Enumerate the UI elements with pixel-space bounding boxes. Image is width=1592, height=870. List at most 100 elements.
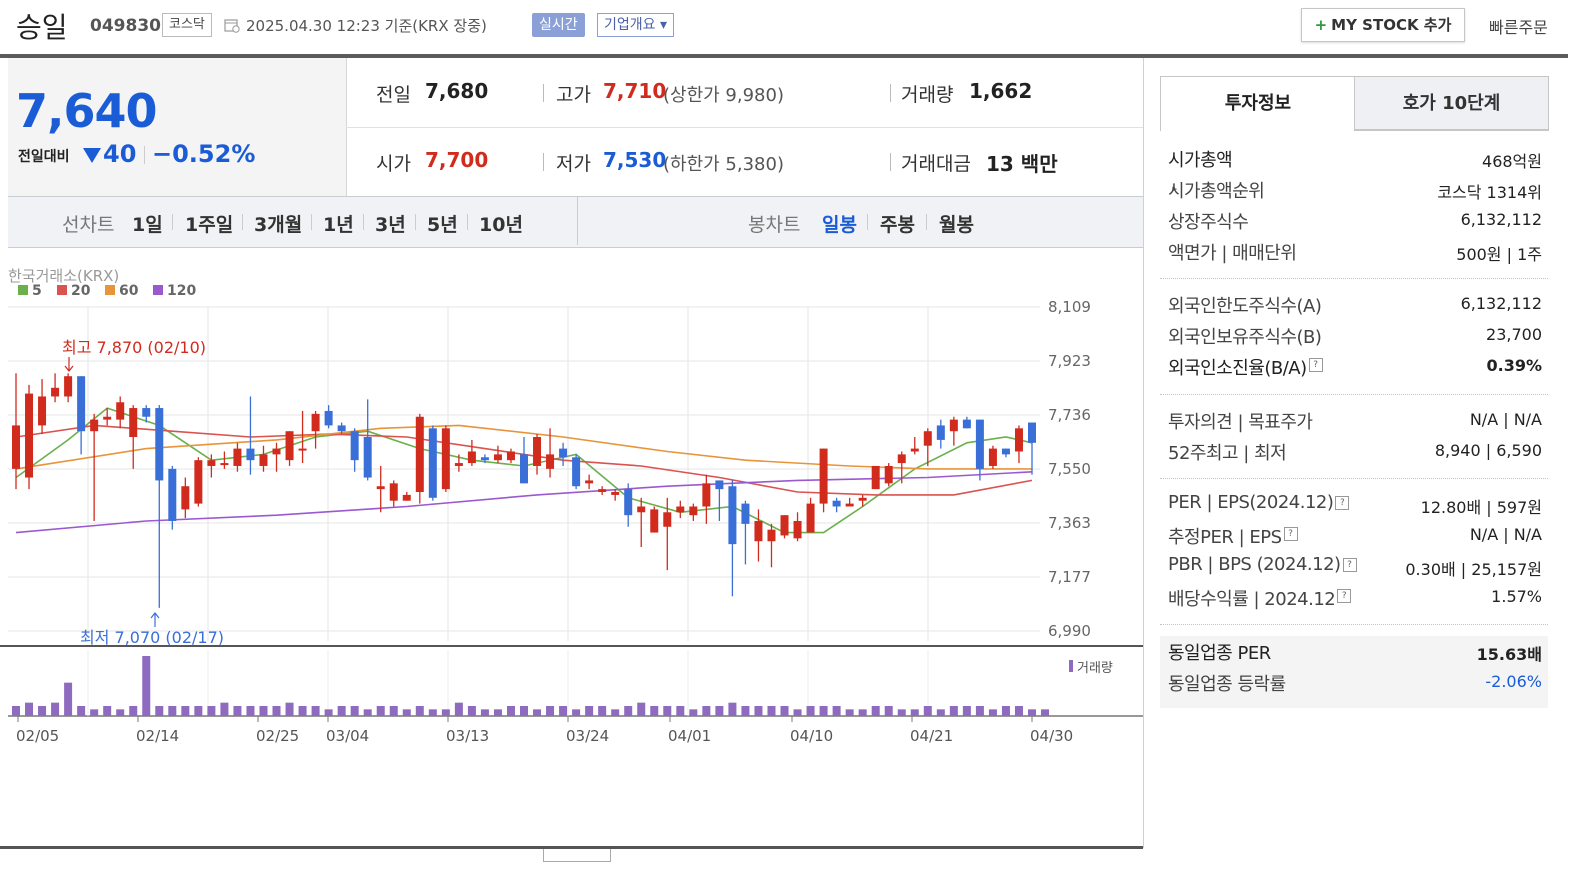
info-row[interactable]: PBR | BPS (2024.12) 0.30배 | 25,157원? — [1168, 554, 1542, 582]
x-tick-label: 02/14 — [136, 727, 179, 745]
divider — [926, 214, 927, 230]
volume-bar — [116, 709, 125, 716]
volume-bars — [12, 656, 1050, 716]
volume-bar — [493, 709, 502, 716]
candle-body — [780, 515, 789, 536]
info-row[interactable]: 외국인소진율(B/A) 0.39%? — [1168, 354, 1542, 382]
stock-code: 049830 — [90, 16, 161, 36]
info-key: PER | EPS(2024.12) — [1168, 492, 1334, 513]
candle-weekly[interactable]: 주봉 — [880, 214, 915, 236]
help-icon[interactable]: ? — [1283, 527, 1298, 541]
volume-bar — [441, 709, 450, 716]
info-row: 투자의견 | 목표주가 N/A | N/A — [1168, 408, 1542, 436]
period-10y[interactable]: 10년 — [479, 214, 523, 236]
volume-bar — [64, 682, 73, 716]
info-row[interactable]: 추정PER | EPS N/A | N/A? — [1168, 523, 1542, 551]
y-tick-label: 7,363 — [1048, 514, 1091, 532]
volume-bar — [572, 709, 581, 716]
company-overview-button[interactable]: 기업개요 ▾ — [597, 13, 674, 37]
help-icon[interactable]: ? — [1337, 589, 1352, 603]
volume-legend-label: 거래량 — [1077, 661, 1113, 676]
y-tick-label: 8,109 — [1048, 298, 1091, 316]
candle-body — [363, 437, 372, 478]
info-key: 상장주식수 — [1168, 212, 1249, 233]
period-3y[interactable]: 3년 — [375, 214, 406, 236]
candle-body — [650, 509, 659, 533]
candle-body — [611, 492, 620, 495]
candle-body — [129, 408, 138, 438]
period-5y[interactable]: 5년 — [427, 214, 458, 236]
candle-monthly[interactable]: 월봉 — [939, 214, 974, 236]
period-bar — [8, 196, 1144, 248]
period-1d[interactable]: 1일 — [132, 214, 163, 236]
header-divider — [0, 54, 1568, 58]
tab-order-book[interactable]: 호가 10단계 — [1354, 76, 1549, 131]
low-value: 7,530 — [603, 148, 667, 172]
my-stock-add-button[interactable]: + MY STOCK 추가 — [1301, 8, 1465, 42]
info-row: 52주최고 | 최저 8,940 | 6,590 — [1168, 439, 1542, 467]
arrow-icon: ▸ — [1172, 182, 1178, 195]
volume-bar — [142, 656, 151, 716]
info-row[interactable]: 시가총액순위 ▸ 코스닥 1314위 — [1168, 177, 1542, 205]
x-tick-label: 02/25 — [256, 727, 299, 745]
divider — [1355, 129, 1548, 130]
help-icon[interactable]: ? — [1335, 496, 1350, 510]
tab-investment-info[interactable]: 투자정보 — [1160, 76, 1356, 131]
candle-daily[interactable]: 일봉 — [822, 214, 857, 236]
x-tick-label: 03/13 — [446, 727, 489, 745]
candle-body — [988, 448, 997, 466]
volume-bar — [546, 706, 555, 716]
volume-bar — [298, 706, 307, 716]
down-triangle-icon — [83, 148, 101, 163]
volume-bar — [90, 709, 99, 716]
period-1w[interactable]: 1주일 — [185, 214, 234, 236]
quote-datetime: 2025.04.30 12:23 기준(KRX 장중) — [246, 17, 487, 35]
info-row[interactable]: 배당수익률 | 2024.12 1.57%? — [1168, 585, 1542, 613]
candle-body — [467, 451, 476, 464]
change-value: 40 — [103, 140, 137, 168]
volume-bar — [103, 706, 112, 716]
candle-body — [402, 494, 411, 501]
volume-bar — [1001, 706, 1010, 716]
volume-bar — [741, 706, 750, 716]
info-row: 액면가 | 매매단위 500원 | 1주 — [1168, 239, 1542, 267]
volume-legend-swatch — [1069, 660, 1073, 672]
divider — [1160, 624, 1548, 625]
info-row[interactable]: 동일업종 PER ▸ 15.63배 — [1168, 639, 1542, 667]
period-1y[interactable]: 1년 — [323, 214, 354, 236]
volume-bar — [858, 709, 867, 716]
candle-body — [572, 457, 581, 487]
info-value: 500원 | 1주 — [1456, 245, 1542, 264]
realtime-badge[interactable]: 실시간 — [532, 13, 585, 37]
candle-body — [559, 448, 568, 458]
info-value: 6,132,112 — [1460, 210, 1542, 229]
volume-bar — [728, 702, 737, 716]
arrow-icon: ▸ — [1172, 675, 1178, 688]
price-chart[interactable]: 8,109 7,923 7,736 7,550 7,363 7,177 6,990 한국거래소… — [0, 246, 1143, 766]
candle-body — [910, 448, 919, 452]
legend-swatch — [105, 285, 115, 295]
candle-body — [311, 413, 320, 432]
volume-bar — [650, 706, 659, 716]
help-icon[interactable]: ? — [1342, 558, 1357, 572]
volume-bar — [988, 709, 997, 716]
legend-label: 20 — [71, 283, 91, 299]
upper-limit: (상한가 9,980) — [663, 85, 784, 106]
x-tick-label: 04/30 — [1030, 727, 1073, 745]
volume-bar — [689, 709, 698, 716]
candles — [12, 373, 1036, 608]
volume-bar — [389, 706, 398, 716]
high-label: 고가 — [556, 84, 591, 106]
high-annotation: 최고 7,870 (02/10) — [62, 338, 206, 357]
info-row[interactable]: 동일업종 등락률 ▸ -2.06% — [1168, 670, 1542, 698]
quick-order-link[interactable]: 빠른주문 — [1489, 18, 1548, 37]
candle-body — [103, 416, 112, 420]
period-3m[interactable]: 3개월 — [254, 214, 303, 236]
info-value: 23,700 — [1486, 325, 1542, 344]
info-row[interactable]: PER | EPS(2024.12) 12.80배 | 597원? — [1168, 492, 1542, 520]
collapse-handle[interactable] — [543, 849, 611, 862]
divider — [172, 214, 173, 230]
low-arrow-head — [150, 612, 160, 619]
help-icon[interactable]: ? — [1308, 358, 1323, 372]
volume-bar — [363, 709, 372, 716]
